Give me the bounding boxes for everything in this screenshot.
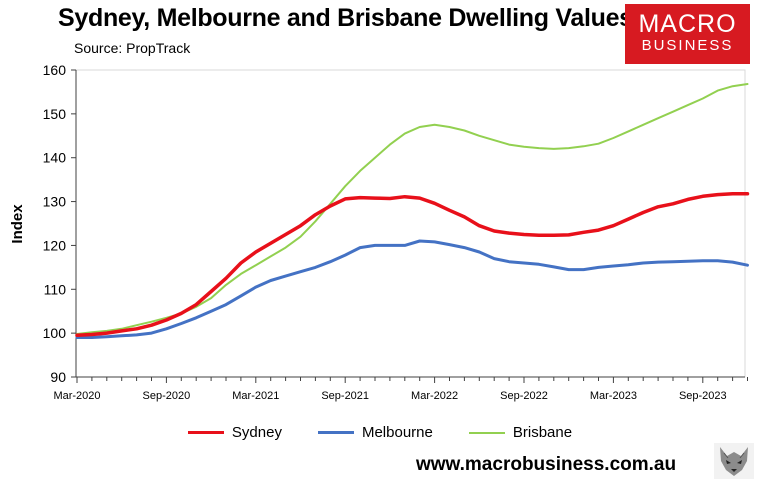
y-tick-label: 120 bbox=[43, 237, 67, 253]
x-tick-label: Mar-2022 bbox=[411, 390, 458, 402]
legend-label: Sydney bbox=[231, 424, 282, 441]
legend-swatch bbox=[468, 431, 505, 434]
x-tick-label: Sep-2021 bbox=[321, 390, 369, 402]
chart-axes: 90 100 110 120 130 140 150 160 Mar-2020 Sep-2020 M… bbox=[43, 62, 748, 402]
x-tick-label: Sep-2020 bbox=[143, 390, 191, 402]
x-tick-label: Mar-2023 bbox=[590, 390, 637, 402]
chart-title: Sydney, Melbourne and Brisbane Dwelling … bbox=[58, 4, 633, 32]
footer-url: www.macrobusiness.com.au bbox=[416, 454, 677, 475]
logo-line-1: MACRO bbox=[638, 10, 737, 38]
x-tick-label: Mar-2020 bbox=[53, 390, 100, 402]
y-tick-label: 150 bbox=[43, 106, 67, 122]
chart-series bbox=[75, 83, 750, 339]
macrobusiness-logo: MACRO BUSINESS bbox=[625, 4, 750, 64]
y-tick-label: 100 bbox=[43, 325, 67, 341]
x-tick-label: Sep-2023 bbox=[679, 390, 727, 402]
y-tick-label: 130 bbox=[43, 194, 67, 210]
legend-item-brisbane: Brisbane bbox=[468, 424, 573, 441]
y-tick-label: 140 bbox=[43, 150, 67, 166]
chart-source: Source: PropTrack bbox=[74, 40, 191, 56]
legend-item-sydney: Sydney bbox=[187, 424, 282, 441]
x-tick-label: Sep-2022 bbox=[500, 390, 548, 402]
legend-swatch bbox=[317, 431, 354, 434]
y-axis-label: Index bbox=[9, 204, 26, 244]
x-tick-label: Mar-2021 bbox=[232, 390, 279, 402]
y-tick-label: 110 bbox=[44, 281, 67, 297]
series-line-melbourne bbox=[75, 239, 749, 339]
legend-swatch bbox=[187, 431, 224, 434]
legend-label: Melbourne bbox=[361, 424, 433, 441]
y-tick-label: 90 bbox=[50, 369, 66, 385]
legend-item-melbourne: Melbourne bbox=[317, 424, 433, 441]
chart-legend: Sydney Melbourne Brisbane bbox=[0, 424, 760, 441]
line-chart: 90 100 110 120 130 140 150 160 Mar-2020 Sep-2020 M… bbox=[9, 62, 750, 402]
wolf-logo-icon bbox=[714, 443, 754, 479]
series-line-brisbane bbox=[76, 83, 749, 335]
logo-line-2: BUSINESS bbox=[641, 37, 734, 54]
plot-area bbox=[75, 69, 746, 378]
series-line-sydney bbox=[75, 191, 750, 338]
y-tick-label: 160 bbox=[43, 62, 67, 78]
legend-label: Brisbane bbox=[512, 424, 573, 441]
